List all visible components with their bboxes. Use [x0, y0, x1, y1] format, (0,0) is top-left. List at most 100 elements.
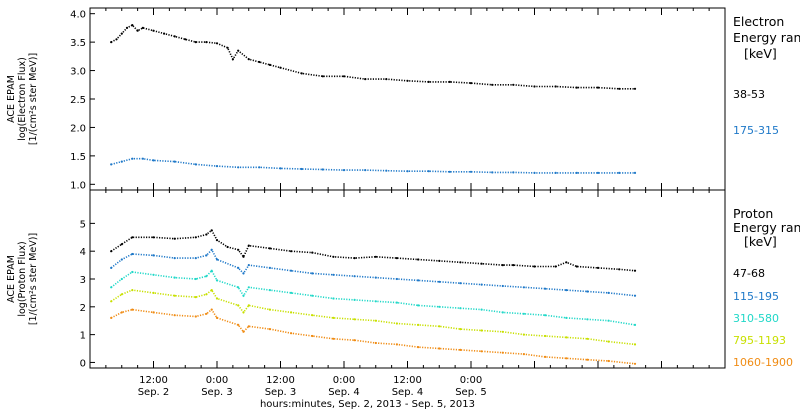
data-point [279, 167, 282, 170]
data-point [242, 311, 245, 314]
data-point [242, 330, 245, 333]
x-tick-label: Sep. 4 [392, 387, 424, 398]
data-point [125, 26, 129, 29]
x-tick-label: Sep. 3 [201, 387, 233, 398]
data-point [131, 24, 134, 27]
data-point [311, 294, 314, 297]
data-point [395, 301, 398, 304]
data-point [417, 323, 420, 326]
legend-entry: 310-580 [733, 312, 779, 325]
series-line [110, 24, 635, 90]
legend-entry: 47-68 [733, 267, 765, 280]
data-point [512, 171, 515, 174]
y-axis-title: log(Electron Flux) [17, 57, 28, 141]
data-point [522, 312, 526, 315]
data-point [364, 78, 367, 81]
data-point [300, 72, 303, 75]
data-point [633, 269, 637, 272]
data-point [290, 269, 293, 272]
data-point [633, 171, 637, 174]
data-point [215, 297, 219, 300]
data-point [332, 273, 335, 276]
data-point [618, 171, 621, 174]
data-point [268, 247, 271, 250]
data-point [268, 328, 271, 331]
legend-subtitle: Energy ranges [733, 30, 800, 45]
data-point [448, 80, 451, 83]
data-point [205, 293, 208, 296]
data-point [438, 305, 441, 308]
y-tick-label: 1.0 [70, 180, 86, 191]
x-tick-label: 0:00 [460, 375, 482, 386]
data-point [332, 255, 335, 258]
data-point [607, 291, 610, 294]
series-795-1193 [110, 288, 637, 346]
series-310-580 [110, 269, 637, 326]
data-point [131, 289, 134, 292]
data-point [332, 316, 335, 319]
data-point [438, 347, 441, 350]
data-point [215, 239, 219, 242]
data-point [311, 272, 314, 275]
data-point [173, 35, 176, 38]
data-point [184, 38, 187, 41]
data-point [501, 311, 504, 314]
data-point [607, 359, 610, 363]
data-point [141, 26, 144, 29]
data-point [131, 157, 134, 160]
data-point [332, 337, 335, 340]
data-point [385, 169, 388, 172]
data-point [152, 254, 155, 257]
data-point [268, 266, 271, 269]
data-point [469, 170, 473, 173]
y-tick-label: 2 [80, 303, 86, 314]
data-point [226, 46, 229, 49]
data-point [237, 166, 240, 169]
x-tick-label: 12:00 [393, 375, 422, 386]
data-point [586, 318, 589, 321]
data-point [575, 265, 578, 268]
data-point [491, 83, 494, 86]
data-point [596, 86, 600, 89]
data-point [247, 325, 250, 328]
data-point [459, 328, 462, 331]
data-point [417, 346, 420, 349]
data-point [205, 312, 208, 315]
data-point [131, 236, 134, 239]
legend-units: [keV] [744, 234, 777, 249]
legend-entry: 115-195 [733, 290, 779, 303]
data-point [311, 314, 314, 317]
data-point [544, 334, 547, 338]
series-line [110, 229, 636, 272]
data-point [290, 291, 293, 294]
legend-entry: 1060-1900 [733, 356, 793, 369]
data-point [544, 287, 547, 290]
data-point [210, 248, 213, 251]
legend-title: Proton [733, 206, 773, 221]
data-point [120, 243, 123, 246]
data-point [237, 323, 240, 326]
data-point [194, 236, 197, 239]
data-point [427, 80, 430, 83]
data-point [115, 38, 118, 41]
data-point [618, 268, 621, 271]
data-point [565, 261, 568, 264]
data-point [501, 330, 504, 333]
data-point [215, 279, 219, 282]
data-point [417, 279, 420, 282]
data-point [242, 272, 245, 275]
x-tick-label: 0:00 [333, 375, 355, 386]
data-point [554, 171, 557, 174]
y-tick-label: 2.0 [70, 123, 86, 134]
data-point [110, 250, 113, 253]
x-tick-label: 12:00 [139, 375, 168, 386]
data-point [247, 264, 250, 267]
y-axis-title: [1/(cm²s ster MeV)] [28, 233, 39, 325]
x-tick-label: Sep. 5 [455, 387, 487, 398]
data-point [459, 348, 462, 351]
data-point [501, 351, 504, 354]
data-point [586, 290, 589, 293]
data-point [565, 357, 568, 360]
data-point [110, 286, 113, 289]
